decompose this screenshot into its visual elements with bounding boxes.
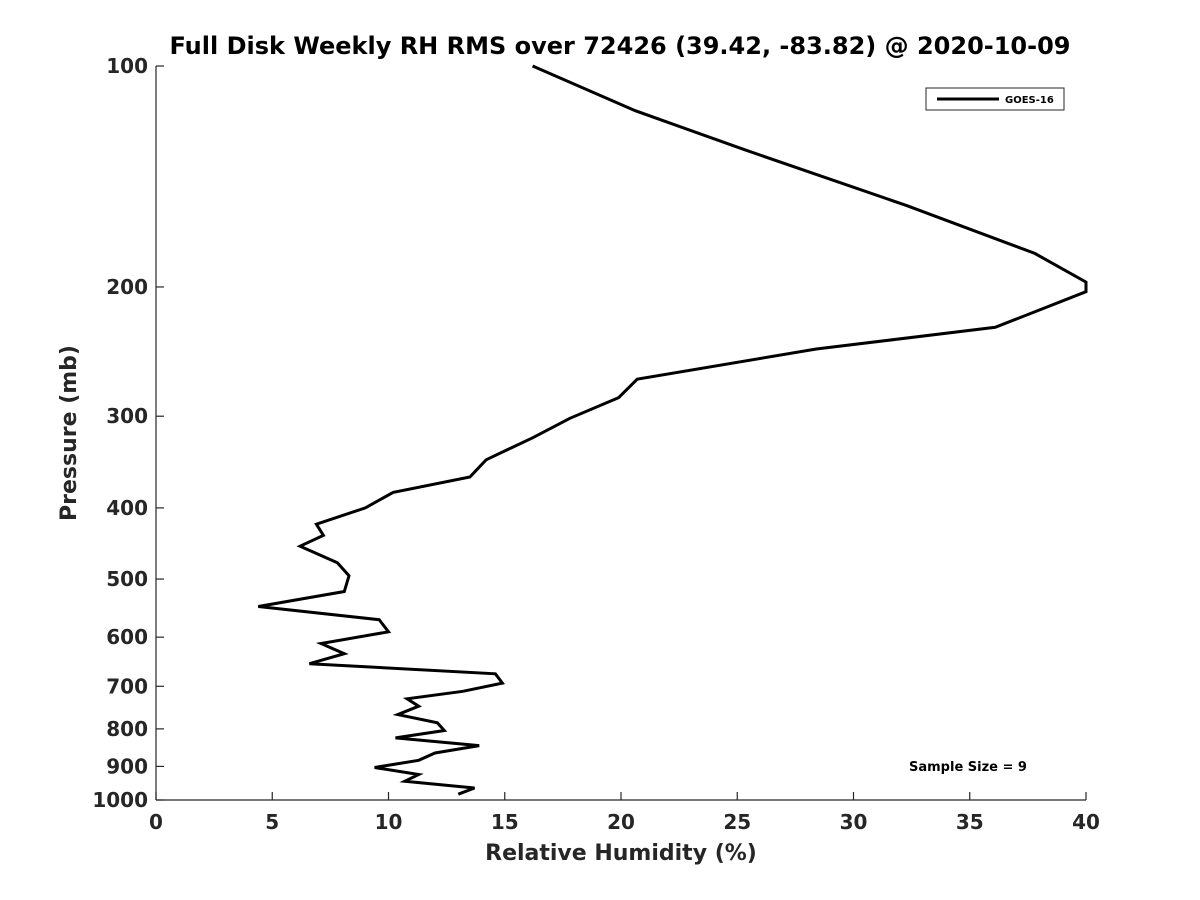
y-tick-label: 100 (106, 54, 148, 78)
y-tick-label: 400 (106, 496, 148, 520)
x-axis-label: Relative Humidity (%) (485, 841, 757, 866)
sample-size-annotation: Sample Size = 9 (909, 760, 1027, 775)
series-layer (258, 64, 1088, 796)
y-tick-label: 600 (106, 625, 148, 649)
y-tick-label: 200 (106, 275, 148, 299)
x-tick-label: 40 (1072, 810, 1100, 834)
x-tick-label: 10 (375, 810, 403, 834)
x-tick-label: 30 (840, 810, 868, 834)
y-tick-label: 500 (106, 567, 148, 591)
plot-axes (155, 66, 1086, 801)
y-tick-label: 300 (106, 404, 148, 428)
y-axis-ticks: 100 200 300 400 500 600 700 800 900 1000 (92, 54, 164, 812)
y-tick-label: 800 (106, 717, 148, 741)
y-tick-label: 1000 (92, 788, 148, 812)
chart-title: Full Disk Weekly RH RMS over 72426 (39.4… (169, 32, 1070, 60)
series-line-goes-16 (258, 64, 1088, 796)
x-tick-label: 25 (723, 810, 751, 834)
x-tick-label: 35 (956, 810, 984, 834)
x-tick-label: 15 (491, 810, 519, 834)
legend-entry-goes-16: GOES-16 (1005, 95, 1054, 106)
y-tick-label: 700 (106, 674, 148, 698)
y-tick-label: 900 (106, 754, 148, 778)
y-axis-label: Pressure (mb) (57, 345, 82, 521)
x-tick-label: 0 (149, 810, 163, 834)
legend: GOES-16 (925, 87, 1065, 111)
x-tick-label: 20 (607, 810, 635, 834)
x-axis-ticks: 0 5 10 15 20 25 30 35 40 (149, 792, 1100, 834)
x-tick-label: 5 (265, 810, 279, 834)
